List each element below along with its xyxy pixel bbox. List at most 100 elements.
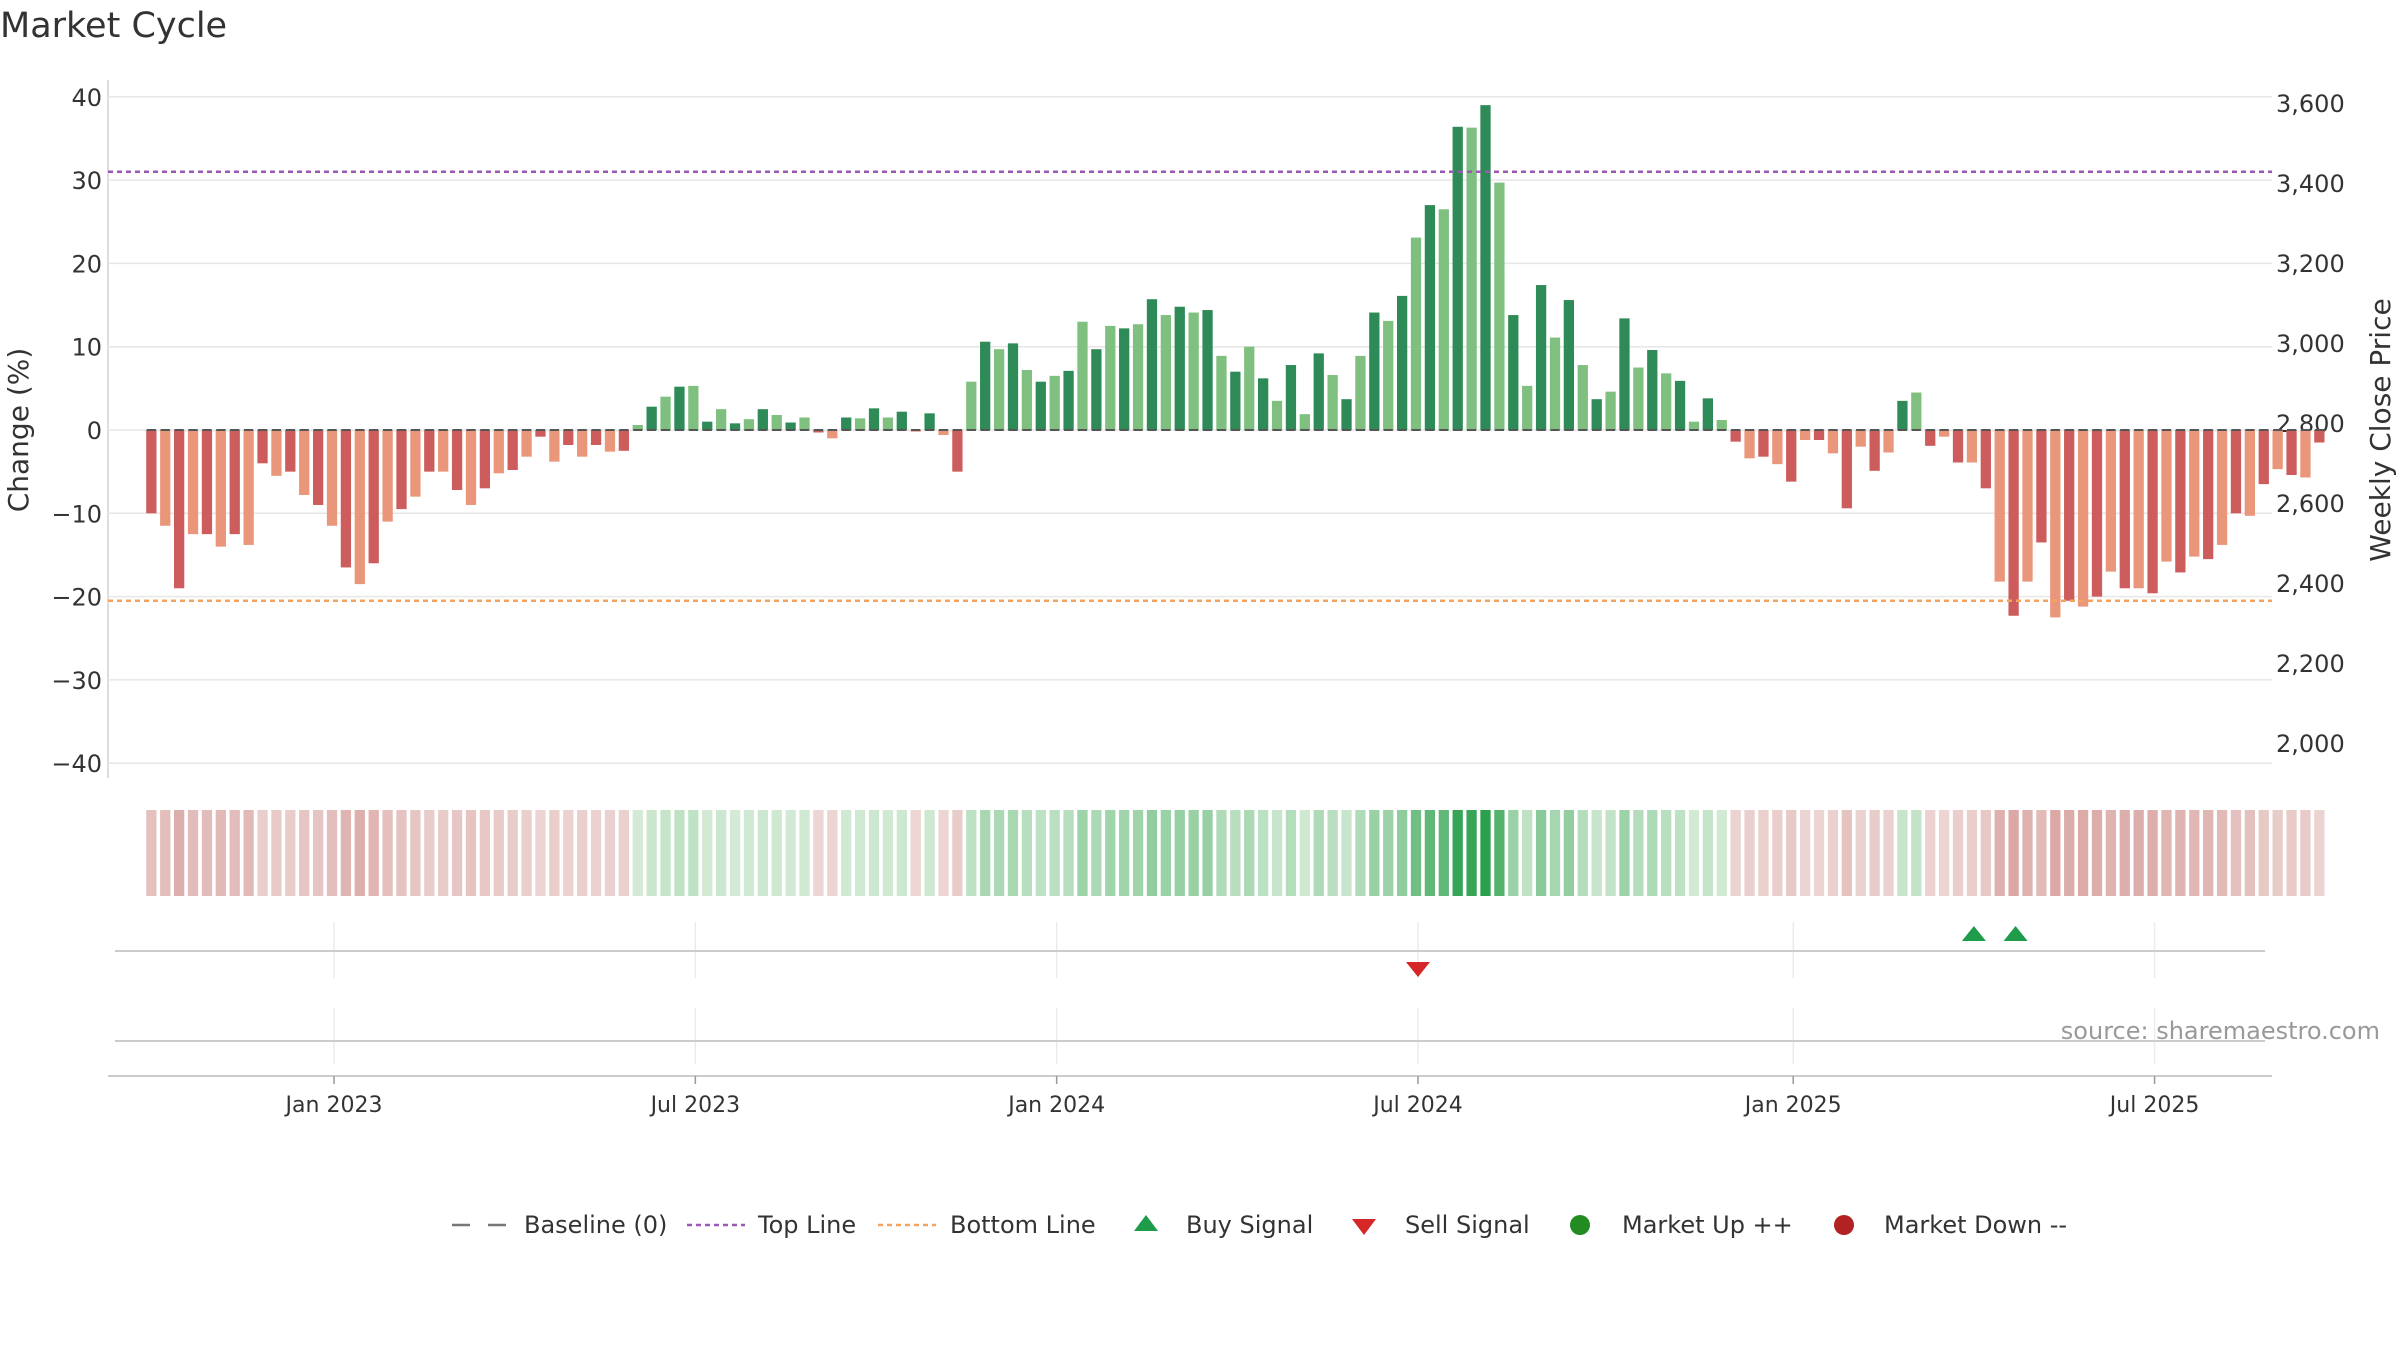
legend-sell-label: Sell Signal — [1405, 1211, 1530, 1239]
change-bar — [2105, 430, 2117, 572]
change-bar — [1911, 392, 1922, 430]
x-tick-label: Jan 2025 — [1743, 1093, 1842, 1118]
y-axis-title: Change (%) — [2, 348, 35, 513]
change-bar — [1021, 370, 1033, 430]
change-bar — [1897, 400, 1908, 430]
heat-cell — [354, 810, 365, 896]
heat-cell — [549, 810, 560, 896]
heat-cell — [1563, 810, 1575, 896]
heat-cell — [1494, 810, 1505, 896]
change-bar — [521, 430, 532, 457]
heat-cell — [1619, 810, 1630, 896]
heat-cell — [743, 810, 755, 896]
change-bar — [354, 430, 365, 585]
heat-cell — [1341, 810, 1352, 896]
heat-cell — [799, 810, 810, 896]
heat-cell — [1674, 810, 1686, 896]
heat-cell — [563, 810, 574, 896]
heat-cell — [688, 810, 699, 896]
y2-tick-label: 3,400 — [2276, 170, 2345, 198]
change-bar — [285, 430, 296, 472]
heat-cell — [243, 810, 254, 896]
change-bar — [1827, 430, 1839, 454]
change-bar — [854, 418, 866, 430]
heat-cell — [1508, 810, 1519, 896]
change-bar — [326, 430, 338, 526]
legend-market-down-swatch — [1834, 1215, 1854, 1235]
heat-cell — [1841, 810, 1852, 896]
change-bar — [1063, 370, 1074, 430]
change-bar — [1452, 126, 1463, 430]
heat-cell — [2314, 810, 2325, 896]
heat-cell — [1105, 810, 1116, 896]
heat-cell — [1327, 810, 1338, 896]
heat-cell — [1730, 810, 1741, 896]
heat-cell — [841, 810, 852, 896]
legend-top-line-label: Top Line — [757, 1211, 856, 1239]
change-bar — [382, 430, 393, 522]
legend-baseline-label: Baseline (0) — [524, 1211, 667, 1239]
change-bar — [2091, 430, 2103, 597]
heat-cell — [507, 810, 518, 896]
change-bar — [1230, 371, 1241, 430]
heat-cell — [1160, 810, 1171, 896]
change-bar — [1313, 353, 1324, 430]
heat-cell — [868, 810, 880, 896]
heat-cell — [2036, 810, 2047, 896]
heat-cell — [1188, 810, 1199, 896]
change-bar — [479, 430, 491, 489]
heat-cell — [1911, 810, 1922, 896]
heat-cell — [340, 810, 352, 896]
change-bar — [1549, 337, 1561, 430]
change-bar — [993, 349, 1005, 430]
heat-cell — [1452, 810, 1463, 896]
y-tick-label: −40 — [51, 750, 102, 778]
heat-cell — [1383, 810, 1394, 896]
change-bar — [618, 430, 629, 451]
y2-tick-label: 2,600 — [2276, 490, 2345, 518]
legend-bottom-line-label: Bottom Line — [950, 1211, 1096, 1239]
change-bar — [1758, 430, 1769, 457]
heat-cell — [535, 810, 546, 896]
heat-cell — [465, 810, 477, 896]
heat-cell — [1549, 810, 1561, 896]
change-bar — [952, 430, 963, 472]
heat-cell — [2147, 810, 2158, 896]
change-bar — [590, 430, 602, 445]
change-bar — [2161, 430, 2172, 562]
change-bar — [1007, 343, 1019, 430]
heat-cell — [451, 810, 463, 896]
heat-cell — [1605, 810, 1616, 896]
heat-cell — [2203, 810, 2214, 896]
legend-market-up-swatch — [1570, 1215, 1590, 1235]
legend-buy-swatch — [1134, 1215, 1158, 1231]
heat-cell — [1827, 810, 1839, 896]
heat-cell — [729, 810, 741, 896]
heat-cell — [2300, 810, 2311, 896]
heat-cell — [1952, 810, 1964, 896]
change-bar — [2216, 430, 2228, 545]
heat-cell — [215, 810, 226, 896]
heat-cell — [174, 810, 185, 896]
heat-cell — [702, 810, 713, 896]
change-bar — [1369, 312, 1380, 430]
change-bar — [1160, 315, 1171, 430]
change-bar — [2022, 430, 2033, 582]
heat-cell — [2064, 810, 2075, 896]
change-bar — [2203, 430, 2214, 560]
change-bar — [1327, 375, 1338, 430]
y2-tick-label: 2,200 — [2276, 650, 2345, 678]
heat-cell — [1021, 810, 1033, 896]
heat-cell — [382, 810, 393, 896]
change-bar — [660, 396, 671, 430]
heat-cell — [1758, 810, 1769, 896]
change-bar — [1522, 385, 1533, 430]
change-bar — [1952, 430, 1964, 463]
change-bar — [688, 385, 699, 430]
heat-cell — [674, 810, 685, 896]
heat-cell — [2119, 810, 2130, 896]
change-bar — [424, 430, 435, 472]
x-tick-label: Jan 2023 — [284, 1093, 383, 1118]
change-bar — [1188, 312, 1199, 430]
